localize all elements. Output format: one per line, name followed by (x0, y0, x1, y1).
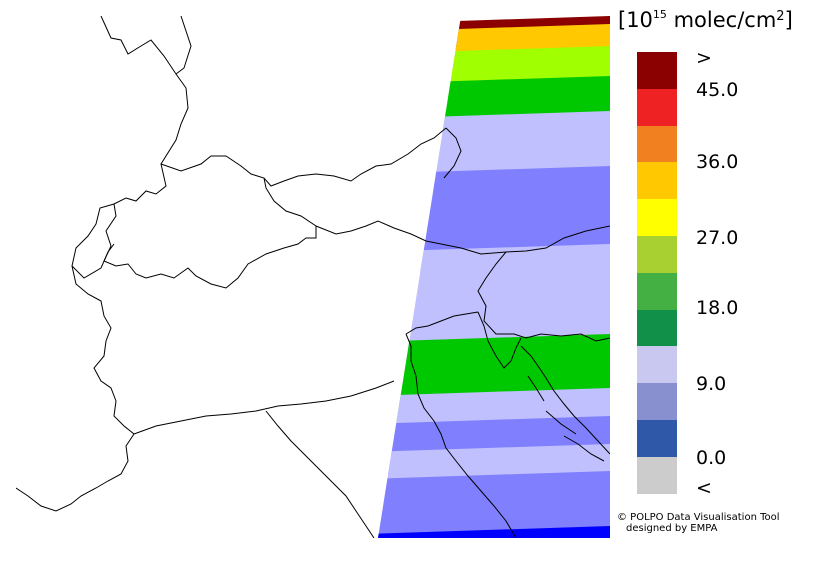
map-panel (16, 16, 610, 538)
legend-tick-label: 0.0 (696, 447, 727, 469)
legend-tick-label: 9.0 (696, 373, 727, 395)
legend-swatch (637, 419, 677, 457)
country-borders (16, 16, 610, 538)
swath-band (378, 526, 610, 538)
credit-line-1: © POLPO Data Visualisation Tool (617, 512, 780, 523)
legend-title-suffix: ] (784, 8, 793, 32)
legend-colorbar (637, 52, 677, 494)
credit-line-2: designed by EMPA (626, 523, 718, 534)
legend-tick-label: 36.0 (696, 151, 739, 173)
legend-title-exponent: 15 (652, 8, 667, 21)
legend-swatch (637, 125, 677, 163)
legend-swatch (637, 309, 677, 347)
legend-title-unit: molec/cm (666, 8, 777, 32)
legend-swatch (637, 272, 677, 310)
legend-tick-label: 27.0 (696, 227, 739, 249)
legend-swatch (637, 88, 677, 126)
swath-band (378, 244, 610, 352)
legend-title: [1015 molec/cm2] (618, 8, 808, 32)
legend-title-squared: 2 (776, 9, 785, 24)
legend-tick-label: > (696, 47, 712, 69)
legend-tick-label: < (696, 477, 712, 499)
legend-swatch (637, 162, 677, 200)
legend-tick-label: 45.0 (696, 79, 739, 101)
swath-band (378, 471, 610, 538)
legend-swatch (637, 199, 677, 236)
legend-tick-label: 18.0 (696, 297, 739, 319)
map-svg (16, 16, 610, 538)
legend-swatch (637, 383, 677, 420)
legend-swatch (637, 346, 677, 384)
legend-title-prefix: [10 (618, 8, 653, 32)
legend-swatch (637, 235, 677, 273)
legend-swatch (637, 456, 677, 494)
credit-text: © POLPO Data Visualisation Tool designed… (617, 512, 780, 534)
legend-swatch (637, 52, 677, 89)
